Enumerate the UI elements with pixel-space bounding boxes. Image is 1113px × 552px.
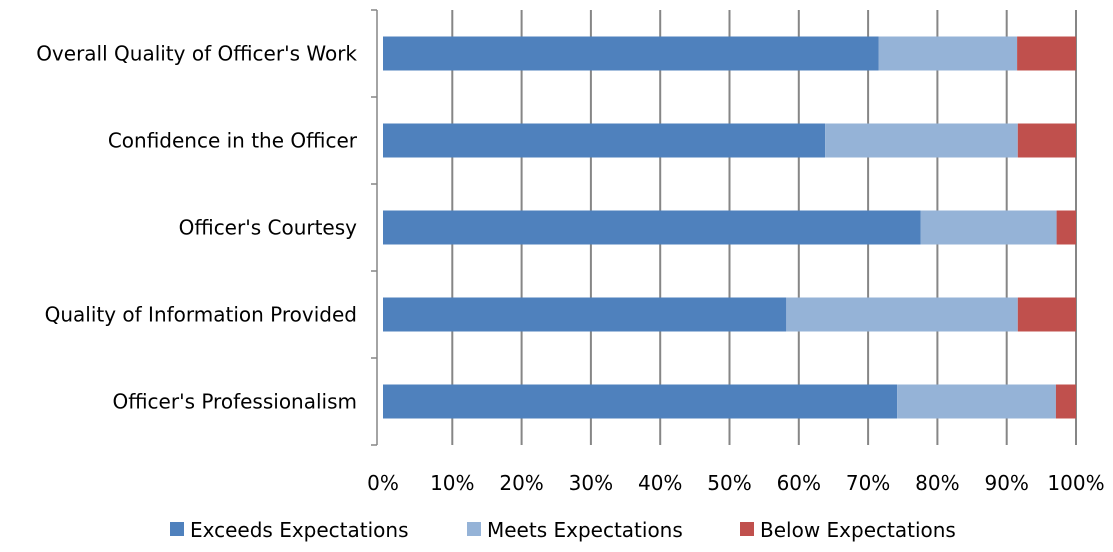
legend-swatch-2 bbox=[467, 522, 481, 536]
bar-1-exceeds-expectations bbox=[383, 36, 879, 71]
bar-5-meets-expectations bbox=[897, 384, 1056, 419]
bar-3-meets-expectations bbox=[920, 210, 1057, 245]
x-tick-labels: 0% 10% 20% 30% 40% 50% 60% 70% 80% 90% 100% bbox=[367, 471, 1104, 495]
category-label-1: Overall Quality of Officer's Work bbox=[36, 42, 357, 66]
category-label-4: Quality of Information Provided bbox=[45, 303, 357, 327]
x-tick-label-9: 90% bbox=[984, 471, 1028, 495]
bar-4-exceeds-expectations bbox=[383, 297, 787, 332]
bar-5-exceeds-expectations bbox=[383, 384, 898, 419]
x-tick-label-4: 40% bbox=[638, 471, 682, 495]
bar-3-exceeds-expectations bbox=[383, 210, 921, 245]
x-tick-label-0: 0% bbox=[367, 471, 399, 495]
bar-5-below-expectations bbox=[1055, 384, 1076, 419]
x-tick-label-2: 20% bbox=[499, 471, 543, 495]
x-tick-label-1: 10% bbox=[430, 471, 474, 495]
category-labels: Overall Quality of Officer's Work Confide… bbox=[36, 42, 358, 414]
bar-3-below-expectations bbox=[1056, 210, 1076, 245]
bar-4-meets-expectations bbox=[786, 297, 1018, 332]
legend-label-1: Exceeds Expectations bbox=[190, 518, 409, 542]
bar-4-below-expectations bbox=[1017, 297, 1076, 332]
bar-2-meets-expectations bbox=[825, 123, 1018, 158]
category-label-3: Officer's Courtesy bbox=[179, 216, 358, 240]
x-tick-label-5: 50% bbox=[707, 471, 751, 495]
legend-label-3: Below Expectations bbox=[760, 518, 956, 542]
x-tick-label-8: 80% bbox=[915, 471, 959, 495]
bar-2-exceeds-expectations bbox=[383, 123, 826, 158]
axes bbox=[371, 9, 378, 446]
x-tick-label-6: 60% bbox=[777, 471, 821, 495]
legend: Exceeds Expectations Meets Expectations Be… bbox=[170, 518, 956, 542]
category-label-2: Confidence in the Officer bbox=[108, 129, 358, 153]
bar-2-below-expectations bbox=[1017, 123, 1076, 158]
bar-1-meets-expectations bbox=[878, 36, 1018, 71]
legend-swatch-1 bbox=[170, 522, 184, 536]
x-tick-label-3: 30% bbox=[569, 471, 613, 495]
legend-label-2: Meets Expectations bbox=[487, 518, 683, 542]
x-tick-label-10: 100% bbox=[1047, 471, 1104, 495]
category-label-5: Officer's Professionalism bbox=[112, 390, 357, 414]
bar-1-below-expectations bbox=[1017, 36, 1076, 71]
legend-swatch-3 bbox=[740, 522, 754, 536]
x-tick-label-7: 70% bbox=[846, 471, 890, 495]
bars bbox=[383, 36, 1076, 419]
